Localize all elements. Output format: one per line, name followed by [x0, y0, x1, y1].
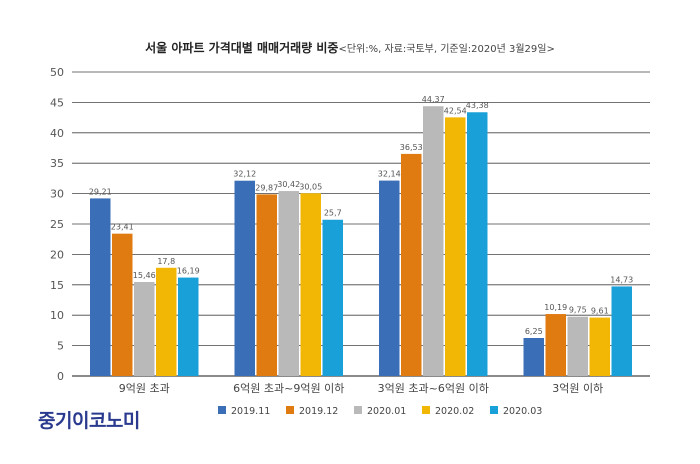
legend: 2019.11 2019.12 2020.01 2020.02 2020.03: [218, 406, 542, 417]
bar: [234, 180, 255, 376]
y-tick-label: 5: [57, 340, 64, 353]
data-label: 30,42: [277, 180, 300, 189]
chart-title: 서울 아파트 가격대별 매매거래량 비중<단위:%, 자료:국토부, 기준일:2…: [145, 40, 555, 55]
data-label: 23,41: [111, 223, 134, 232]
y-tick-label: 10: [50, 309, 64, 322]
y-tick-label: 40: [50, 127, 64, 140]
data-label: 36,53: [400, 143, 423, 152]
x-axis-categories: 9억원 초과 6억원 초과~9억원 이하 3억원 초과~6억원 이하 3억원 이하: [119, 381, 603, 395]
data-label: 17,8: [157, 257, 175, 266]
bar: [523, 338, 544, 376]
legend-swatch: [286, 406, 294, 414]
legend-swatch: [218, 406, 226, 414]
data-label: 44,37: [422, 95, 445, 104]
legend-label: 2020.02: [435, 406, 474, 417]
category-label: 6억원 초과~9억원 이하: [233, 381, 344, 395]
data-label: 15,46: [133, 271, 156, 280]
data-label: 30,05: [299, 182, 322, 191]
bar: [401, 153, 422, 376]
data-label: 29,87: [255, 183, 278, 192]
legend-label: 2020.01: [367, 406, 406, 417]
data-label: 16,19: [177, 267, 200, 276]
bar: [445, 117, 466, 376]
bar: [322, 219, 343, 376]
data-label: 32,12: [233, 170, 256, 179]
data-label: 14,73: [610, 275, 633, 284]
data-label: 42,54: [444, 106, 467, 115]
legend-label: 2019.11: [231, 406, 270, 417]
bar: [379, 180, 400, 376]
chart-title-main: 서울 아파트 가격대별 매매거래량 비중: [145, 40, 338, 55]
category-label: 9억원 초과: [119, 382, 170, 395]
bar: [90, 198, 111, 376]
bar: [423, 106, 444, 376]
y-tick-label: 20: [50, 248, 64, 261]
y-tick-label: 45: [50, 96, 64, 109]
data-label: 9,61: [591, 307, 609, 316]
legend-label: 2020.03: [503, 406, 542, 417]
legend-swatch: [422, 406, 430, 414]
bar: [112, 233, 133, 376]
chart-subtitle: <단위:%, 자료:국토부, 기준일:2020년 3월29일>: [338, 42, 554, 55]
bar: [178, 277, 199, 376]
bar: [611, 286, 632, 376]
data-label: 6,25: [525, 327, 543, 336]
bar: [467, 112, 488, 376]
y-tick-label: 35: [50, 157, 64, 170]
bar: [256, 194, 277, 376]
bar: [134, 282, 155, 376]
bar: [300, 193, 321, 376]
data-label: 43,38: [466, 101, 489, 110]
bar: [589, 317, 610, 376]
y-tick-label: 15: [50, 279, 64, 292]
bar: [567, 316, 588, 376]
data-label: 29,21: [89, 187, 112, 196]
legend-swatch: [490, 406, 498, 414]
category-label: 3억원 초과~6억원 이하: [378, 381, 489, 395]
bars: [90, 106, 632, 376]
category-label: 3억원 이하: [552, 381, 603, 395]
bar: [278, 191, 299, 376]
legend-swatch: [354, 406, 362, 414]
y-axis-ticks: 0 5 10 15 20 25 30 35 40 45 50: [50, 66, 64, 383]
y-tick-label: 0: [57, 370, 64, 383]
data-label: 25,7: [324, 209, 342, 218]
data-label: 10,19: [544, 303, 567, 312]
bar: [545, 314, 566, 376]
bar: [156, 267, 177, 376]
data-label: 9,75: [569, 306, 587, 315]
y-tick-label: 50: [50, 66, 64, 79]
data-label: 32,14: [378, 170, 401, 179]
brand-logo-text: 중기이코노미: [38, 410, 140, 432]
y-tick-label: 25: [50, 218, 64, 231]
y-tick-label: 30: [50, 188, 64, 201]
legend-label: 2019.12: [299, 406, 338, 417]
